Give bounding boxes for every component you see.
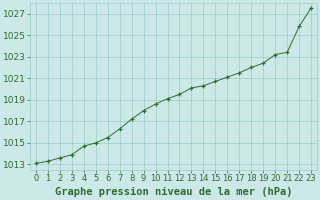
X-axis label: Graphe pression niveau de la mer (hPa): Graphe pression niveau de la mer (hPa) — [55, 187, 292, 197]
